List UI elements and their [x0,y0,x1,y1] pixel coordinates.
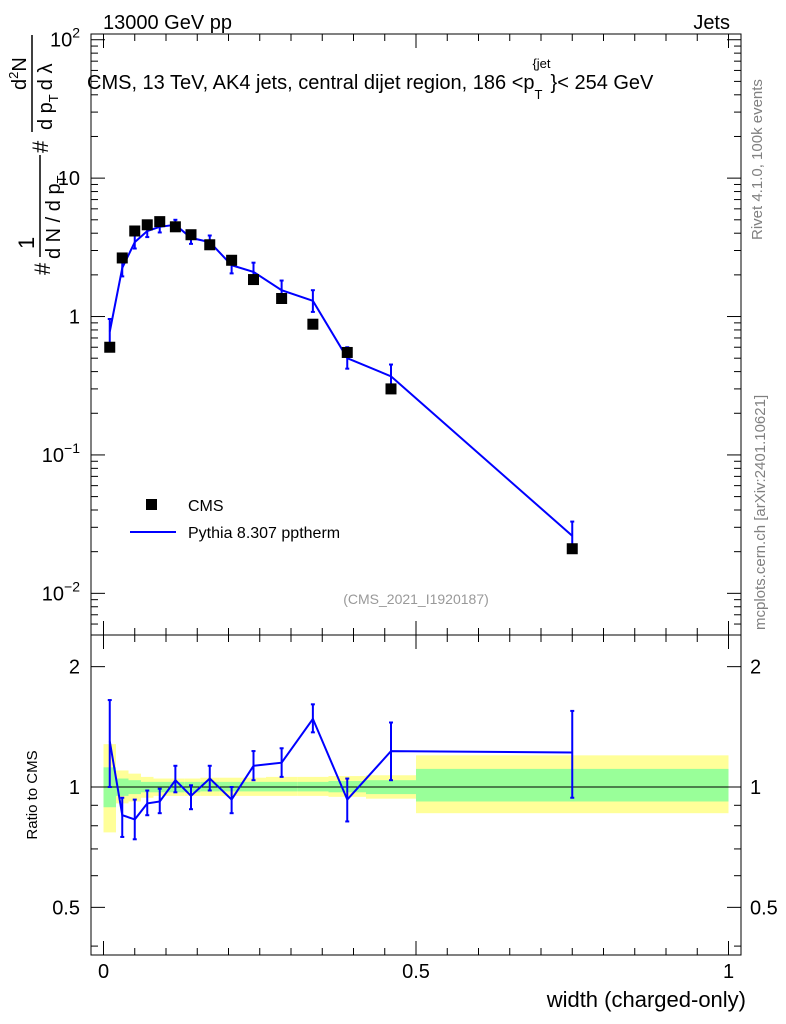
main-y-tick-exponent: −1 [64,440,80,456]
ratio-y-tick-label-right: 1 [750,777,761,799]
main-data-point [566,543,578,555]
ylabel-dpt-sub: T [46,94,61,102]
main-y-tick-base: 10 [58,168,80,190]
main-data-point [154,216,166,228]
ratio-y-tick-label-left: 1 [69,777,80,799]
ylabel-d2n-two: 2 [6,72,21,79]
ylabel-d2n-n: N [9,57,31,71]
x-tick-label: 1 [723,961,734,983]
mcplots-credit-text: mcplots.cern.ch [arXiv:2401.10621] [752,395,769,630]
main-y-axis-label: # 1 d N / d pT # d2N d pTd λ [6,35,69,275]
main-y-tick-label: 102 [50,25,80,52]
main-y-tick-base: 1 [69,307,80,329]
rivet-version-text: Rivet 4.1.0, 100k events [749,79,766,240]
ratio-uncertainty-bands [103,744,729,833]
header-left: 13000 GeV pp [103,12,232,34]
main-data-point [116,252,128,264]
main-y-tick-exponent: 2 [72,25,80,41]
main-y-tick-exponent: −2 [64,578,80,594]
plot-title-tail: }< 254 GeV [551,72,655,94]
main-data-point [204,239,216,251]
main-data-point [185,229,197,241]
ylabel-dn-dpt: d N / d p [43,183,65,259]
main-y-tick-base: 10 [50,30,72,52]
ratio-mc-line [108,716,573,821]
main-mc-error-bars [107,218,575,553]
header-right: Jets [693,12,730,34]
svg-text:1: 1 [14,237,39,249]
ylabel-hash: # [30,262,55,275]
main-panel-frame [90,33,742,636]
plot-title: CMS, 13 TeV, AK4 jets, central dijet reg… [87,56,654,102]
svg-text:#: # [30,262,55,275]
plot-title-sup: {jet [532,56,550,71]
ylabel-hash-2: # [28,140,53,153]
main-data-point [276,292,288,304]
main-y-tick-label: 10−1 [42,440,80,467]
legend-data-label: CMS [188,498,224,515]
legend-data-marker [146,499,157,510]
svg-text:d N / d pT: d N / d pT [43,175,69,259]
main-data-point [129,225,141,237]
ylabel-dpt: d p [35,102,57,130]
svg-text:#: # [28,140,53,153]
svg-text:d pTd λ: d pTd λ [35,64,61,130]
main-mc-line [108,223,573,537]
plot-title-main: CMS, 13 TeV, AK4 jets, central dijet reg… [87,72,535,94]
plot-title-sub: T [535,87,543,102]
main-data-point [169,221,181,233]
main-axis-ticks [91,34,741,636]
ylabel-one: 1 [14,237,39,249]
main-data-point [141,219,153,231]
ratio-y-tick-label-right: 0.5 [750,897,778,919]
main-data-point [307,318,319,330]
ratio-y-tick-label-right: 2 [750,657,761,679]
main-y-tick-label: 10−2 [42,578,80,605]
main-data-point [248,274,259,286]
ratio-axis-ticks [91,635,741,955]
ylabel-dn-pt-sub: T [54,175,69,183]
analysis-watermark: (CMS_2021_I1920187) [343,591,489,607]
main-data-point [226,254,238,266]
legend-mc-label: Pythia 8.307 pptherm [188,525,340,542]
main-y-tick-base: 10 [42,583,64,605]
main-y-tick-label: 10 [58,168,80,190]
main-y-tick-label: 1 [69,307,80,329]
main-data-points [104,216,578,555]
main-data-point [385,383,397,395]
ylabel-d2n-d: d [9,79,31,90]
ratio-y-tick-label-left: 0.5 [52,897,80,919]
ratio-y-tick-labels: 0.5 0.5 1 1 2 2 [52,657,778,920]
ratio-y-axis-label: Ratio to CMS [24,750,41,839]
ylabel-dlambda: d λ [35,64,57,91]
main-data-point [341,346,353,358]
x-tick-label: 0 [98,961,109,983]
x-tick-label: 0.5 [402,961,430,983]
x-tick-labels: 0 0.5 1 [98,961,734,983]
main-y-tick-base: 10 [42,445,64,467]
x-axis-label: width (charged-only) [546,987,746,1012]
ratio-y-tick-label-left: 2 [69,657,80,679]
main-data-point [104,341,116,353]
svg-text:d2N: d2N [6,57,31,90]
